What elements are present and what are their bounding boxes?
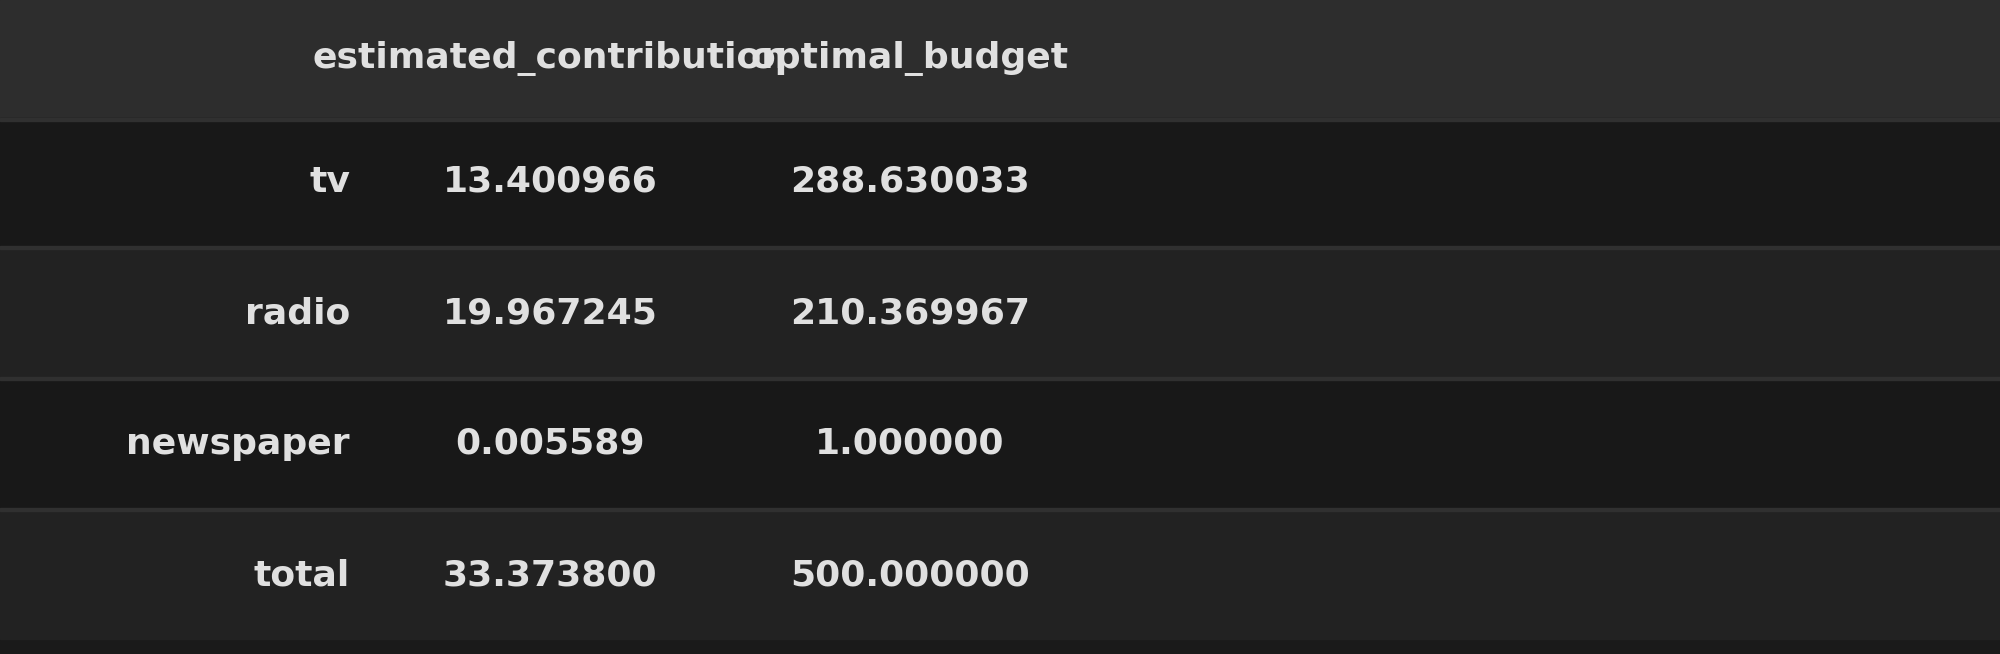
Bar bbox=[1096, 0, 2000, 118]
Bar bbox=[0, 511, 2000, 639]
Bar bbox=[0, 377, 2000, 380]
Text: 19.967245: 19.967245 bbox=[442, 296, 658, 330]
Text: 0.005589: 0.005589 bbox=[456, 427, 644, 461]
Text: optimal_budget: optimal_budget bbox=[750, 41, 1070, 77]
Bar bbox=[724, 0, 1096, 118]
Bar bbox=[0, 249, 2000, 377]
Bar bbox=[0, 118, 2000, 121]
Text: total: total bbox=[254, 558, 350, 592]
Bar bbox=[376, 0, 724, 118]
Text: 500.000000: 500.000000 bbox=[790, 558, 1030, 592]
Text: 13.400966: 13.400966 bbox=[442, 165, 658, 199]
Text: tv: tv bbox=[310, 165, 350, 199]
Bar bbox=[0, 508, 2000, 511]
Text: 210.369967: 210.369967 bbox=[790, 296, 1030, 330]
Text: 288.630033: 288.630033 bbox=[790, 165, 1030, 199]
Bar bbox=[0, 0, 376, 118]
Text: 1.000000: 1.000000 bbox=[816, 427, 1004, 461]
Text: 33.373800: 33.373800 bbox=[442, 558, 658, 592]
Text: newspaper: newspaper bbox=[126, 427, 350, 461]
Bar bbox=[0, 380, 2000, 508]
Bar bbox=[0, 118, 2000, 246]
Text: estimated_contribution: estimated_contribution bbox=[312, 41, 788, 77]
Bar bbox=[0, 246, 2000, 249]
Text: radio: radio bbox=[244, 296, 350, 330]
